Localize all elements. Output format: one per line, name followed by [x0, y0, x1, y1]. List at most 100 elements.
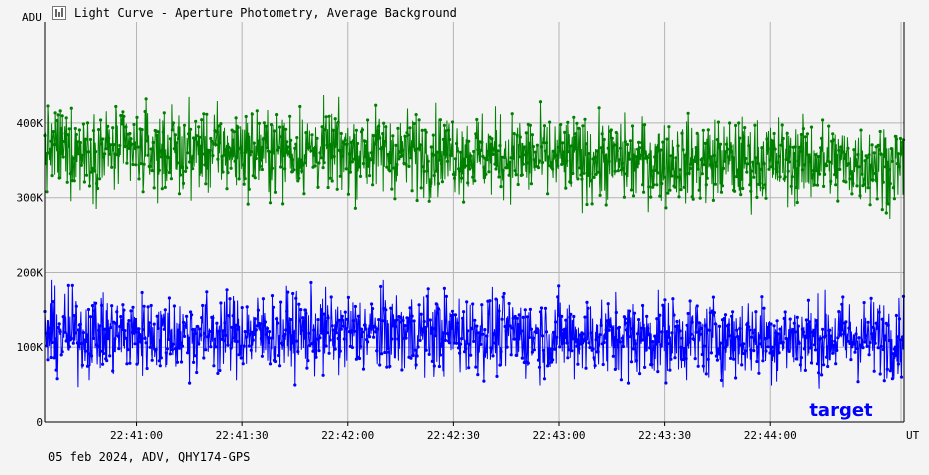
data-point [613, 367, 617, 371]
data-point [299, 158, 303, 162]
data-point [644, 345, 648, 349]
data-point [382, 121, 386, 125]
data-point [627, 157, 632, 161]
data-point [782, 316, 786, 321]
data-point [394, 143, 398, 147]
data-point [579, 173, 583, 177]
data-point [763, 337, 767, 341]
data-point [313, 164, 317, 168]
data-point [150, 169, 154, 173]
data-point [472, 149, 476, 154]
data-point [295, 136, 299, 140]
data-point [861, 184, 865, 188]
data-point [204, 348, 208, 352]
data-point [648, 153, 652, 157]
data-point [680, 336, 684, 340]
data-point [722, 159, 727, 163]
data-point [582, 338, 586, 342]
data-point [510, 112, 514, 116]
data-point [611, 144, 615, 149]
data-point [286, 290, 290, 294]
data-point [497, 175, 501, 179]
data-point [177, 346, 182, 350]
data-point [844, 320, 848, 324]
data-point [539, 145, 544, 149]
data-point [704, 183, 708, 187]
data-point [801, 127, 806, 131]
data-point [103, 327, 107, 331]
data-point [680, 131, 684, 135]
data-point [323, 128, 327, 132]
data-point [570, 144, 574, 148]
data-point [768, 351, 772, 355]
data-point [658, 194, 662, 198]
data-point [540, 160, 545, 165]
data-point [657, 340, 661, 344]
data-point [218, 368, 222, 373]
data-point [329, 295, 333, 299]
data-point [839, 145, 843, 149]
data-point [195, 134, 199, 138]
data-point [231, 138, 235, 142]
data-point [423, 128, 427, 132]
data-point [252, 332, 256, 336]
data-point [279, 165, 283, 169]
data-point [58, 330, 62, 334]
data-point [507, 301, 511, 306]
data-point [890, 377, 895, 381]
data-point [191, 327, 195, 332]
data-point [750, 169, 754, 173]
data-point [110, 304, 114, 308]
data-point [435, 150, 439, 154]
data-point [340, 314, 344, 318]
data-point [556, 164, 560, 168]
data-point [436, 307, 440, 311]
data-point [199, 333, 203, 337]
data-point [84, 173, 89, 177]
data-point [506, 324, 510, 328]
data-point [106, 124, 110, 128]
data-point [710, 167, 715, 171]
data-point [841, 150, 845, 154]
data-point [506, 163, 510, 167]
data-point [820, 136, 824, 140]
data-point [217, 124, 221, 128]
data-point [870, 332, 874, 336]
data-point [842, 332, 846, 336]
data-point [879, 152, 883, 156]
data-point [670, 174, 674, 178]
data-point [689, 162, 693, 166]
data-point [249, 150, 253, 154]
data-point [338, 174, 342, 178]
data-point [875, 197, 879, 201]
data-point [375, 137, 379, 141]
data-point [504, 166, 508, 170]
data-point [270, 294, 275, 298]
data-point [466, 329, 470, 333]
data-point [239, 356, 243, 360]
data-point [620, 161, 625, 165]
data-point [500, 155, 504, 159]
data-point [51, 300, 55, 304]
data-point [293, 383, 297, 387]
data-point [125, 362, 129, 366]
data-point [469, 353, 473, 357]
data-point [875, 326, 879, 330]
data-point [572, 115, 576, 119]
data-point [181, 181, 186, 185]
data-point [769, 165, 773, 169]
data-point [273, 359, 278, 364]
data-point [202, 356, 206, 360]
data-point [105, 359, 109, 363]
data-point [128, 361, 132, 365]
data-point [55, 377, 59, 381]
data-point [886, 202, 890, 206]
data-point [219, 301, 223, 305]
data-point [261, 297, 265, 301]
data-point [678, 168, 682, 172]
data-point [453, 157, 458, 161]
data-point [371, 183, 375, 187]
y-tick-label: 200K [17, 266, 44, 279]
data-point [163, 185, 167, 189]
data-point [402, 161, 406, 165]
